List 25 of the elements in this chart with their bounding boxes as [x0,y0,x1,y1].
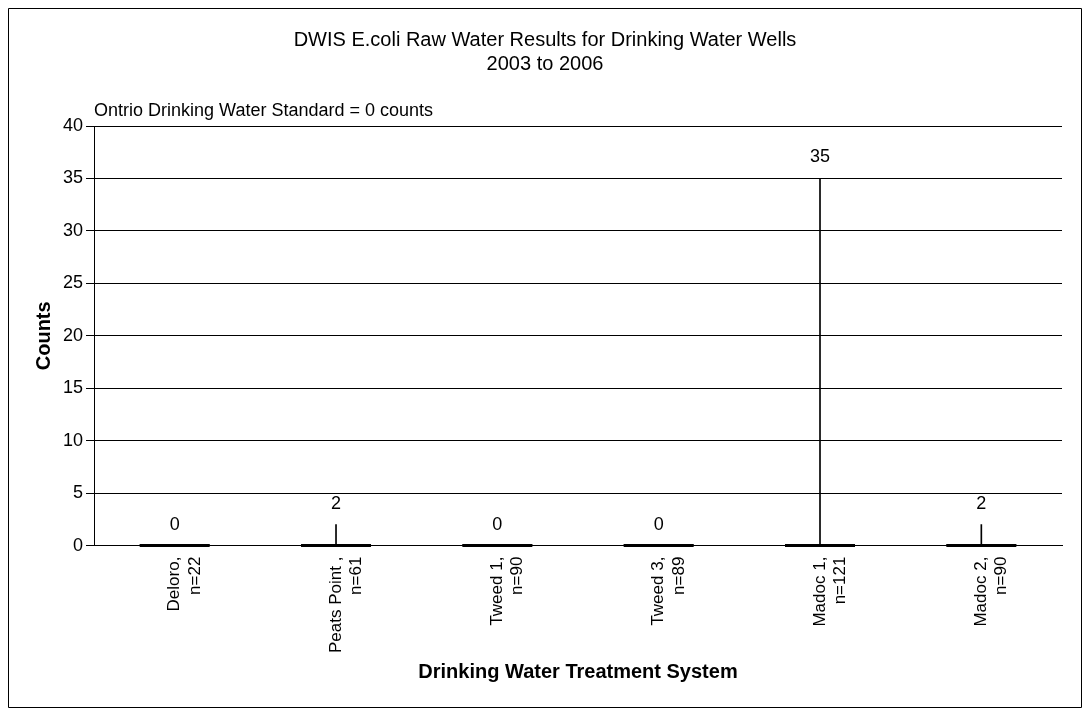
annotation: 35 [809,146,831,167]
annotation: 2 [331,492,342,513]
y-tick-label: 25 [62,272,84,293]
y-tick-label: 40 [62,114,84,135]
x-tick-label: Tweed 1, n=90 [487,556,527,626]
y-tick-label: 20 [62,324,84,345]
annotation: 0 [492,513,503,534]
y-tick-label: 35 [62,167,84,188]
y-axis-title: Counts [31,301,54,371]
annotation: 0 [169,513,180,534]
y-tick-label: 5 [73,482,84,503]
y-tick-label: 30 [62,219,84,240]
y-tick-label: 0 [73,534,84,555]
y-tick-label: 10 [62,429,84,450]
annotation: 2 [976,492,987,513]
chart-title: DWIS E.coli Raw Water Results for Drinking Water Wells 2003 to 2006 [293,27,797,74]
x-tick-label: Madoc 1, n=121 [809,556,850,627]
x-tick-label: Madoc 2, n=90 [971,556,1011,627]
annotation: 0 [653,513,664,534]
x-tick-label: Tweed 3, n=89 [648,556,688,626]
text: Ontrio Drinking Water Standard = 0 counts [94,99,434,120]
x-axis-title: Drinking Water Treatment System [418,659,738,682]
x-tick-label: Peats Point , n=61 [325,556,366,653]
y-tick-label: 15 [62,377,84,398]
x-tick-label: Deloro, n=22 [164,556,204,612]
